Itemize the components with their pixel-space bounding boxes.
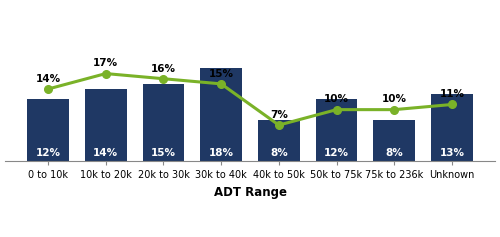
Text: 8%: 8% — [386, 148, 403, 158]
Bar — [142, 84, 184, 161]
X-axis label: ADT Range: ADT Range — [214, 186, 286, 199]
Bar — [28, 99, 69, 161]
Bar — [85, 89, 126, 161]
Text: 7%: 7% — [270, 110, 288, 120]
Text: 10%: 10% — [382, 95, 407, 105]
Text: 16%: 16% — [151, 64, 176, 73]
Bar — [431, 94, 472, 161]
Bar — [316, 99, 358, 161]
Text: 18%: 18% — [208, 148, 234, 158]
Text: 12%: 12% — [36, 148, 60, 158]
Text: 11%: 11% — [440, 89, 464, 99]
Bar — [258, 120, 300, 161]
Text: 14%: 14% — [36, 74, 60, 84]
Text: 10%: 10% — [324, 95, 349, 105]
Text: 15%: 15% — [208, 69, 234, 79]
Text: 12%: 12% — [324, 148, 349, 158]
Text: 8%: 8% — [270, 148, 287, 158]
Text: 17%: 17% — [93, 59, 118, 68]
Text: 13%: 13% — [440, 148, 464, 158]
Text: 15%: 15% — [151, 148, 176, 158]
Bar — [200, 68, 242, 161]
Bar — [374, 120, 415, 161]
Text: 14%: 14% — [93, 148, 118, 158]
